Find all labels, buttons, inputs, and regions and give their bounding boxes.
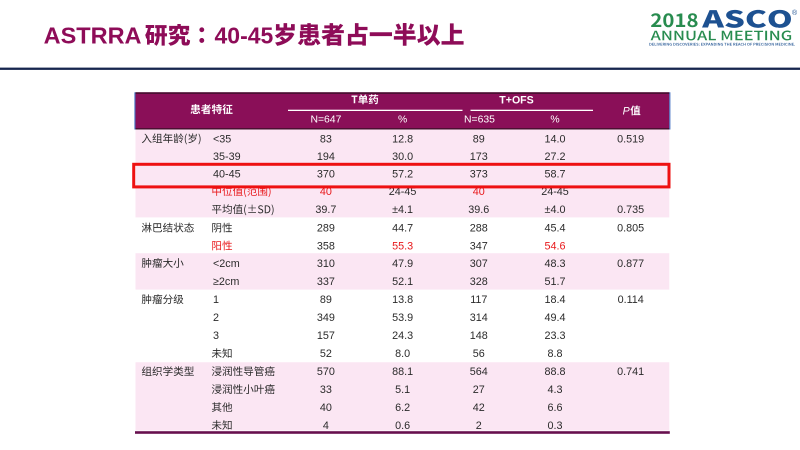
svg-text:307: 307	[470, 258, 488, 270]
svg-text:0.877: 0.877	[617, 258, 644, 270]
svg-text:13.8: 13.8	[392, 294, 413, 306]
svg-text:2: 2	[213, 312, 219, 324]
svg-text:0.3: 0.3	[547, 420, 562, 432]
svg-text:4.3: 4.3	[547, 384, 562, 396]
svg-text:58.7: 58.7	[544, 169, 565, 181]
svg-text:5.1: 5.1	[395, 384, 410, 396]
svg-text:40: 40	[320, 402, 332, 414]
svg-text:2: 2	[476, 420, 482, 432]
svg-text:337: 337	[317, 276, 335, 288]
svg-text:57.2: 57.2	[392, 169, 413, 181]
svg-text:288: 288	[470, 223, 488, 235]
svg-text:±4.0: ±4.0	[545, 204, 566, 216]
svg-text:48.3: 48.3	[544, 258, 565, 270]
svg-text:88.8: 88.8	[544, 366, 565, 378]
svg-text:44.7: 44.7	[392, 223, 413, 235]
svg-text:18.4: 18.4	[544, 294, 565, 306]
svg-text:47.9: 47.9	[392, 258, 413, 270]
svg-text:33: 33	[320, 384, 332, 396]
svg-text:0.6: 0.6	[395, 420, 410, 432]
svg-text:40-45: 40-45	[213, 169, 241, 181]
svg-text:157: 157	[317, 330, 335, 342]
svg-text:89: 89	[320, 294, 332, 306]
svg-text:39.6: 39.6	[468, 204, 489, 216]
svg-text:P: P	[623, 105, 630, 117]
svg-text:42: 42	[473, 402, 485, 414]
svg-text:35-39: 35-39	[213, 151, 241, 163]
svg-text:N=635: N=635	[464, 115, 495, 126]
svg-text:40-45: 40-45	[215, 23, 274, 49]
svg-text:27.2: 27.2	[544, 151, 565, 163]
svg-text:4: 4	[323, 420, 329, 432]
svg-text:<35: <35	[213, 133, 231, 145]
svg-text:14.0: 14.0	[544, 133, 565, 145]
svg-text:<2cm: <2cm	[213, 258, 240, 270]
svg-text:40: 40	[320, 186, 332, 198]
svg-text:T+OFS: T+OFS	[499, 94, 533, 106]
svg-text:24.3: 24.3	[392, 330, 413, 342]
svg-text:55.3: 55.3	[392, 241, 413, 253]
svg-text:194: 194	[317, 151, 335, 163]
svg-text:53.9: 53.9	[392, 312, 413, 324]
svg-text:314: 314	[470, 312, 488, 324]
svg-text:328: 328	[470, 276, 488, 288]
svg-text:3: 3	[213, 330, 219, 342]
svg-text:54.6: 54.6	[544, 241, 565, 253]
svg-text:370: 370	[317, 169, 335, 181]
svg-text:N=647: N=647	[310, 115, 341, 126]
svg-text:89: 89	[473, 133, 485, 145]
svg-text:117: 117	[470, 294, 487, 306]
svg-text:0.741: 0.741	[617, 366, 644, 378]
svg-text:52: 52	[320, 348, 332, 360]
svg-text:%: %	[550, 115, 559, 126]
svg-text:%: %	[398, 115, 407, 126]
svg-text:27: 27	[473, 384, 485, 396]
svg-text:24-45: 24-45	[541, 186, 569, 198]
svg-text:12.8: 12.8	[392, 133, 413, 145]
svg-text:45.4: 45.4	[544, 223, 565, 235]
svg-text:51.7: 51.7	[544, 276, 565, 288]
svg-text:8.0: 8.0	[395, 348, 410, 360]
svg-text:289: 289	[317, 223, 335, 235]
svg-text:52.1: 52.1	[392, 276, 413, 288]
svg-text:49.4: 49.4	[544, 312, 565, 324]
svg-text:358: 358	[317, 241, 335, 253]
svg-text:®: ®	[792, 9, 798, 17]
svg-text:310: 310	[317, 258, 335, 270]
svg-text:39.7: 39.7	[315, 204, 336, 216]
svg-text:6.6: 6.6	[547, 402, 562, 414]
svg-text:88.1: 88.1	[392, 366, 413, 378]
svg-text:0.735: 0.735	[617, 204, 644, 216]
svg-text:0.805: 0.805	[617, 223, 644, 235]
svg-text:373: 373	[470, 169, 488, 181]
svg-text:±4.1: ±4.1	[392, 204, 413, 216]
svg-text:≥2cm: ≥2cm	[213, 276, 239, 288]
svg-text:148: 148	[470, 330, 488, 342]
svg-text:30.0: 30.0	[392, 151, 413, 163]
svg-text:570: 570	[317, 366, 335, 378]
svg-text:56: 56	[473, 348, 485, 360]
svg-text:24-45: 24-45	[389, 186, 417, 198]
svg-text:6.2: 6.2	[395, 402, 410, 414]
svg-text:ASTRRA: ASTRRA	[44, 23, 142, 49]
svg-text:23.3: 23.3	[544, 330, 565, 342]
svg-text:40: 40	[473, 186, 485, 198]
svg-text:173: 173	[470, 151, 488, 163]
svg-text:0.519: 0.519	[617, 133, 644, 145]
svg-text:1: 1	[213, 294, 219, 306]
svg-text:8.8: 8.8	[547, 348, 562, 360]
svg-text:0.114: 0.114	[618, 294, 644, 306]
svg-text:347: 347	[470, 241, 488, 253]
svg-text:83: 83	[320, 133, 332, 145]
svg-text:349: 349	[317, 312, 335, 324]
svg-text:564: 564	[470, 366, 488, 378]
